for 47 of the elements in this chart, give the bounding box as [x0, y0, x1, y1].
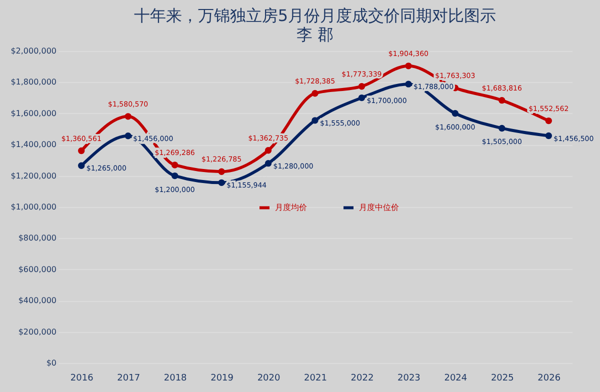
y-tick-label: $1,600,000	[10, 108, 56, 118]
x-tick-label: 2026	[538, 374, 561, 384]
legend-label: 月度均价	[275, 202, 307, 212]
y-tick-label: $800,000	[18, 234, 56, 243]
point	[358, 83, 366, 90]
point	[171, 172, 178, 180]
y-tick-label: $1,000,000	[10, 202, 56, 212]
y-tick-label: $2,000,000	[10, 46, 56, 56]
x-tick-label: 2017	[117, 374, 140, 384]
x-tick-label: 2016	[70, 374, 94, 384]
point	[545, 117, 552, 124]
y-tick-label: $600,000	[18, 264, 56, 274]
point	[78, 147, 85, 154]
y-tick-label: $200,000	[18, 327, 56, 336]
point	[312, 117, 318, 124]
point	[124, 132, 132, 140]
chart-subtitle: 李 郡	[296, 25, 334, 44]
y-tick-label: $400,000	[18, 296, 56, 306]
point	[358, 94, 366, 102]
x-tick-label: 2022	[350, 374, 374, 384]
point	[405, 62, 412, 70]
point	[264, 147, 272, 154]
x-tick-label: 2023	[398, 374, 420, 384]
x-tick-label: 2020	[257, 374, 280, 384]
x-tick-label: 2018	[164, 374, 188, 384]
x-tick-label: 2025	[490, 374, 514, 384]
legend-label: 月度中位价	[359, 202, 399, 212]
point	[218, 168, 225, 175]
chart-title: 十年来，万锦独立房5月份月度成交价同期对比图示	[134, 6, 496, 25]
point	[218, 179, 225, 186]
point	[312, 90, 318, 97]
y-tick-label: $1,800,000	[10, 78, 56, 87]
x-tick-label: 2024	[444, 374, 468, 384]
y-tick-label: $1,400,000	[10, 140, 56, 150]
point	[405, 80, 412, 88]
point	[498, 96, 506, 104]
point	[498, 124, 506, 132]
x-tick-label: 2019	[210, 374, 234, 384]
point	[452, 110, 459, 117]
point	[545, 132, 552, 140]
point	[78, 162, 85, 170]
point	[264, 160, 272, 167]
y-tick-label: $0	[46, 358, 56, 368]
point	[171, 162, 178, 168]
x-tick-label: 2021	[304, 374, 327, 384]
y-tick-label: $1,200,000	[10, 171, 56, 180]
point	[124, 113, 132, 120]
